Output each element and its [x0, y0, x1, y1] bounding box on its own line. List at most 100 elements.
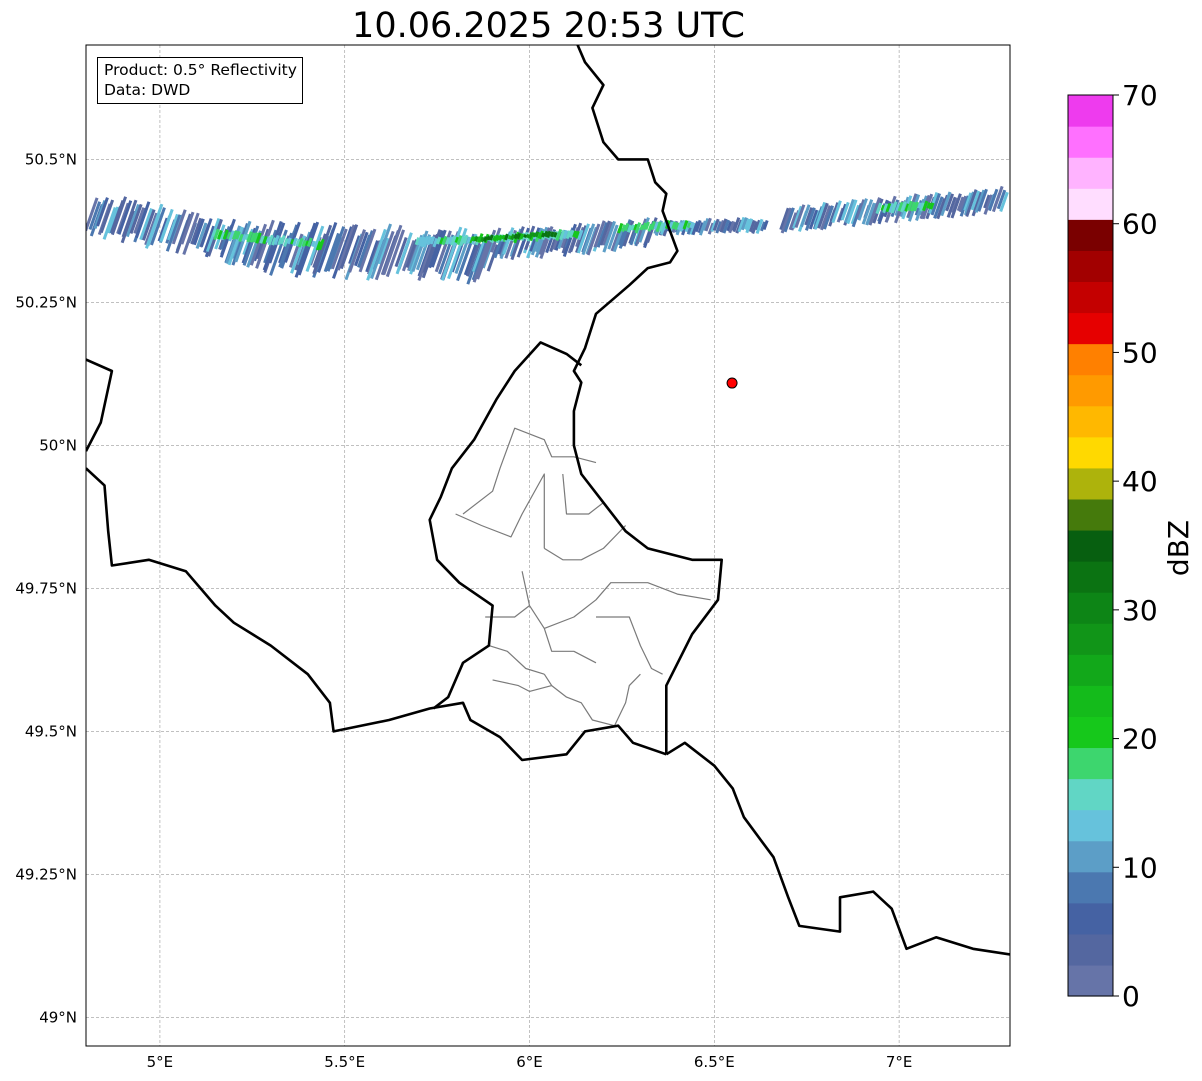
echo-pixel — [435, 236, 442, 245]
echo-pixel — [622, 220, 635, 247]
colorbar-swatch — [1068, 964, 1113, 997]
colorbar-swatch — [1068, 188, 1113, 220]
echo-pixel — [783, 207, 795, 233]
lat-tick-label: 49.25°N — [15, 865, 77, 883]
echo-pixel — [516, 232, 522, 240]
echo-pixel — [930, 193, 941, 216]
national-borders — [86, 45, 1010, 956]
echo-pixel — [719, 218, 728, 233]
echo-pixel — [116, 202, 130, 235]
echo-pixel — [577, 229, 584, 241]
echo-pixel — [996, 189, 1007, 210]
echo-pixel — [107, 206, 120, 234]
echo-pixel — [722, 219, 730, 234]
echo-pixel — [377, 237, 390, 265]
echo-pixel — [913, 201, 920, 212]
echo-pixel — [259, 235, 265, 244]
colorbar-swatch — [1068, 933, 1113, 966]
echo-pixel — [602, 221, 614, 246]
echo-pixel — [599, 220, 611, 246]
lon-tick-label: 6°E — [516, 1053, 543, 1071]
echo-pixel — [426, 236, 433, 246]
colorbar-swatch — [1068, 778, 1113, 811]
longitude-tick-labels: 5°E 5.5°E 6°E 6.5°E 7°E — [147, 1053, 913, 1071]
echo-pixel — [182, 212, 200, 255]
echo-pixel — [88, 201, 102, 230]
echo-pixel — [971, 191, 983, 217]
colorbar-swatch — [1068, 747, 1113, 780]
lat-tick-label: 50.25°N — [15, 293, 77, 311]
radar-site-marker — [726, 377, 738, 389]
echo-pixel — [732, 217, 741, 233]
echo-pixel — [447, 236, 454, 245]
echo-pixel — [641, 222, 647, 231]
echo-pixel — [926, 202, 932, 209]
echo-pixel — [492, 235, 497, 242]
echo-pixel — [906, 200, 913, 212]
echo-pixel — [523, 233, 528, 239]
echo-pixel — [297, 221, 320, 276]
echo-pixel — [510, 233, 515, 241]
lat-tick-label: 49.75°N — [15, 579, 77, 597]
echo-pixel — [238, 233, 244, 243]
echo-pixel — [490, 234, 496, 243]
echo-pixel — [144, 203, 164, 249]
echo-pixel — [958, 195, 968, 213]
colorbar-swatch — [1068, 436, 1113, 469]
echo-pixel — [740, 217, 748, 231]
echo-pixel — [702, 218, 710, 231]
echo-pixel — [572, 230, 578, 238]
echo-pixel — [456, 235, 463, 246]
echo-pixel — [296, 231, 312, 266]
echo-pixel — [718, 219, 725, 232]
echo-pixel — [804, 207, 816, 231]
colorbar-swatch — [1068, 219, 1113, 251]
echo-pixel — [394, 236, 408, 268]
colorbar-tick-label: 50 — [1122, 336, 1158, 369]
echo-pixel — [292, 237, 298, 247]
echo-pixel — [618, 228, 627, 246]
echo-pixel — [868, 197, 881, 226]
echo-pixel — [199, 218, 213, 248]
echo-pixel — [139, 208, 153, 241]
colorbar-swatch — [1068, 685, 1113, 717]
echo-pixel — [586, 223, 601, 256]
echo-pixel — [339, 224, 359, 270]
colorbar-swatch — [1068, 529, 1113, 562]
echo-pixel — [358, 228, 377, 273]
colorbar-tick-label: 30 — [1122, 594, 1158, 627]
echo-pixel — [382, 224, 403, 276]
colorbar-swatch — [1068, 312, 1113, 345]
echo-pixel — [295, 238, 301, 247]
echo-pixel — [330, 228, 348, 270]
echo-pixel — [294, 222, 317, 278]
echo-pixel — [332, 226, 353, 279]
echo-pixel — [417, 236, 424, 246]
colorbar-swatch — [1068, 281, 1113, 314]
echo-pixel — [142, 209, 156, 241]
colorbar-outline — [1067, 94, 1114, 997]
echo-pixel — [623, 222, 630, 232]
echo-pixel — [904, 203, 910, 212]
echo-pixel — [541, 232, 546, 238]
echo-pixel — [121, 199, 138, 238]
echo-pixel — [249, 232, 256, 243]
echo-pixel — [529, 227, 541, 252]
product-text: Product: 0.5° Reflectivity — [104, 61, 297, 79]
echo-pixel — [252, 232, 259, 243]
echo-pixel — [445, 236, 451, 245]
colorbar: 0 10 20 30 40 50 60 70 — [1067, 79, 1158, 1013]
map-frame — [85, 44, 1011, 1047]
map-frame-background — [86, 45, 1010, 1046]
echo-pixel — [694, 219, 702, 233]
echo-pixel — [180, 211, 195, 245]
echo-pixel — [950, 193, 962, 219]
echo-pixel — [568, 229, 575, 239]
echo-pixel — [704, 217, 712, 232]
echo-pixel — [698, 220, 707, 236]
echo-pixel — [715, 221, 723, 234]
echo-pixel — [880, 204, 886, 211]
echo-pixel — [504, 233, 511, 243]
echo-pixel — [999, 191, 1009, 212]
echo-pixel — [175, 213, 192, 254]
